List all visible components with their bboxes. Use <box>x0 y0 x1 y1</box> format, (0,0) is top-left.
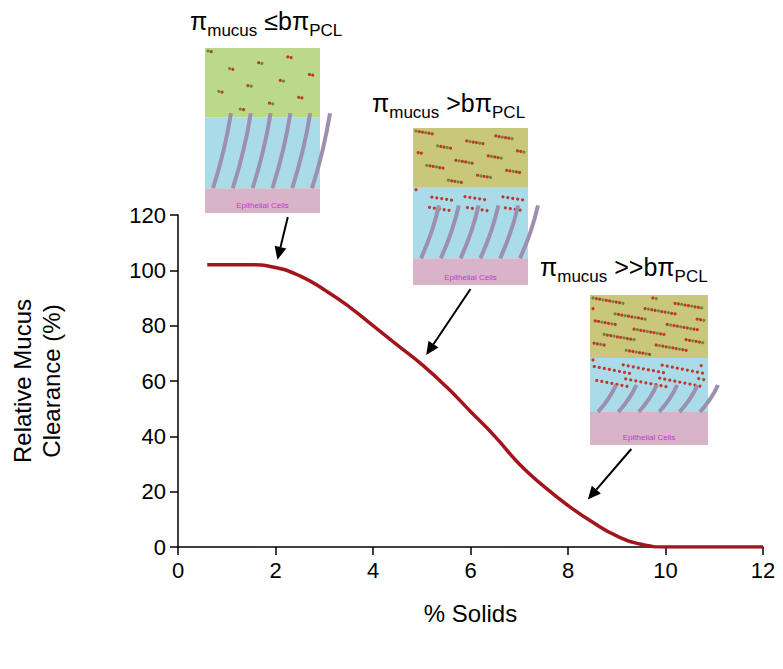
svg-text:π: π <box>190 7 207 35</box>
svg-text:120: 120 <box>129 203 166 228</box>
svg-text:12: 12 <box>751 558 775 583</box>
svg-text:8: 8 <box>562 558 574 583</box>
svg-text:π: π <box>540 253 557 281</box>
svg-text:80: 80 <box>142 313 166 338</box>
svg-text:PCL: PCL <box>309 21 342 40</box>
svg-text:>>bπ: >>bπ <box>607 253 674 281</box>
svg-text:Clearance (%): Clearance (%) <box>38 304 65 457</box>
svg-text:PCL: PCL <box>675 267 708 286</box>
svg-text:π: π <box>372 89 389 117</box>
svg-text:6: 6 <box>464 558 476 583</box>
svg-text:Relative Mucus: Relative Mucus <box>9 299 36 463</box>
svg-text:10: 10 <box>653 558 677 583</box>
svg-text:0: 0 <box>172 558 184 583</box>
svg-text:20: 20 <box>142 479 166 504</box>
svg-text:2: 2 <box>269 558 281 583</box>
svg-text:0: 0 <box>154 535 166 560</box>
svg-text:100: 100 <box>129 258 166 283</box>
svg-text:% Solids: % Solids <box>424 600 517 627</box>
svg-text:60: 60 <box>142 369 166 394</box>
svg-text:mucus: mucus <box>207 21 257 40</box>
svg-text:≤bπ: ≤bπ <box>257 7 309 35</box>
svg-text:40: 40 <box>142 424 166 449</box>
svg-text:mucus: mucus <box>557 267 607 286</box>
svg-text:Epithelial Cells: Epithelial Cells <box>623 433 675 442</box>
svg-text:Epithelial Cells: Epithelial Cells <box>236 201 288 210</box>
svg-text:PCL: PCL <box>492 103 525 122</box>
svg-text:Epithelial Cells: Epithelial Cells <box>444 273 496 282</box>
svg-text:4: 4 <box>367 558 379 583</box>
svg-text:>bπ: >bπ <box>439 89 492 117</box>
svg-text:mucus: mucus <box>389 103 439 122</box>
